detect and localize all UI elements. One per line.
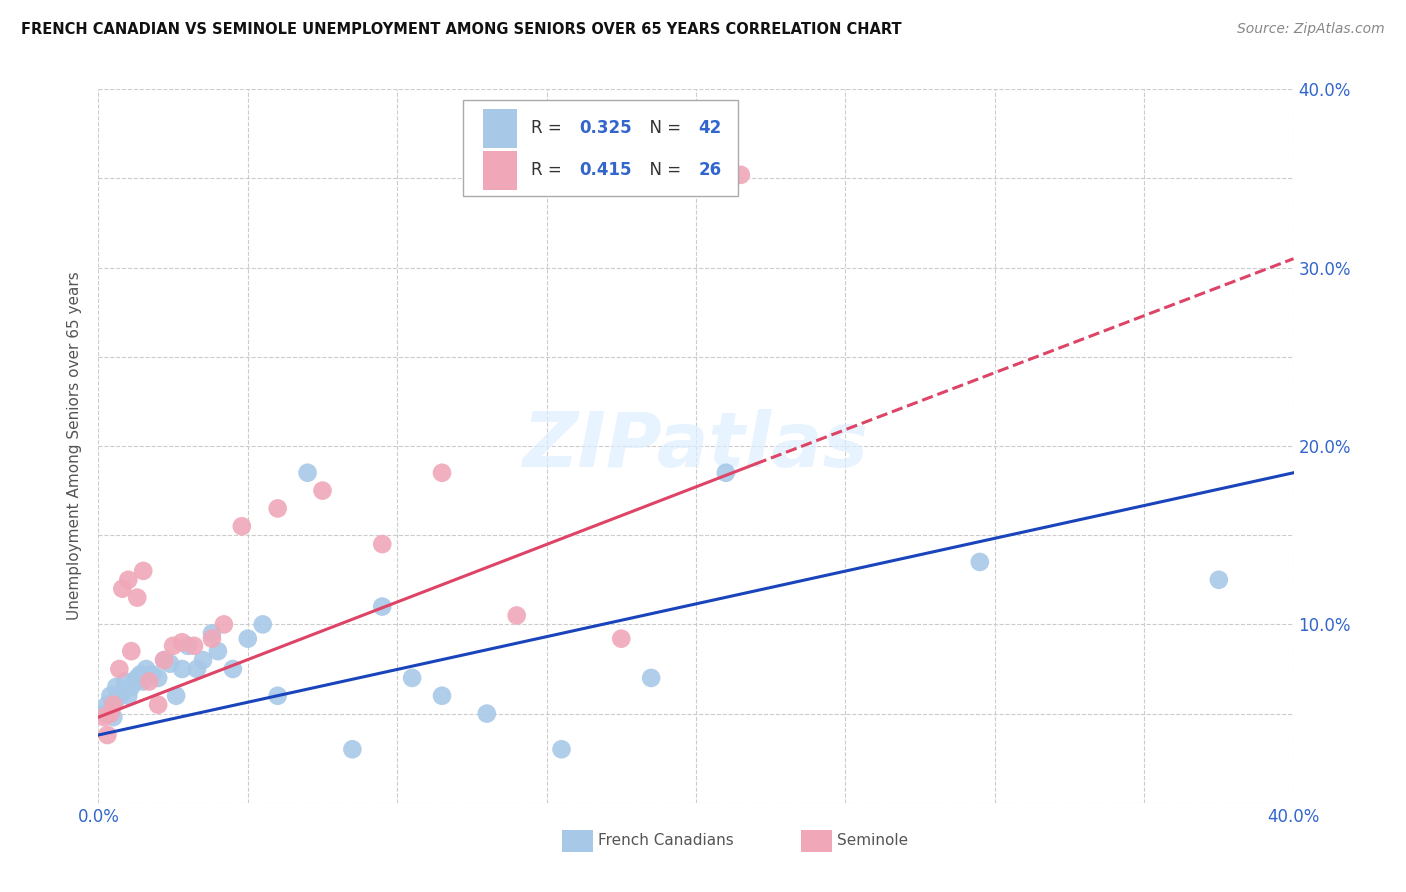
Point [120, 644, 142, 658]
Text: FRENCH CANADIAN VS SEMINOLE UNEMPLOYMENT AMONG SENIORS OVER 65 YEARS CORRELATION: FRENCH CANADIAN VS SEMINOLE UNEMPLOYMENT… [21, 22, 901, 37]
Point [96, 698, 118, 712]
Point [311, 483, 333, 498]
Point [401, 671, 423, 685]
Text: ZIPatlas: ZIPatlas [523, 409, 869, 483]
Point [114, 674, 136, 689]
Point [172, 662, 194, 676]
Point [105, 680, 128, 694]
Y-axis label: Unemployment Among Seniors over 65 years: Unemployment Among Seniors over 65 years [67, 272, 83, 620]
Point [93, 706, 115, 721]
FancyBboxPatch shape [484, 151, 517, 190]
Point [108, 662, 131, 676]
Text: 0.325: 0.325 [579, 120, 631, 137]
Point [191, 653, 214, 667]
Text: Seminole: Seminole [837, 833, 908, 847]
Point [430, 689, 453, 703]
Point [93, 710, 115, 724]
Text: R =: R = [531, 161, 567, 179]
Point [297, 466, 319, 480]
Point [201, 626, 224, 640]
Point [103, 710, 125, 724]
Text: 26: 26 [699, 161, 721, 179]
Point [506, 608, 529, 623]
Point [430, 466, 453, 480]
Point [730, 168, 752, 182]
Point [148, 671, 170, 685]
Point [100, 689, 122, 703]
Point [153, 653, 176, 667]
Point [969, 555, 991, 569]
Point [153, 653, 176, 667]
Text: 42: 42 [699, 120, 721, 137]
Point [138, 674, 160, 689]
Point [100, 706, 122, 721]
Point [148, 698, 170, 712]
Point [610, 632, 633, 646]
Text: French Canadians: French Canadians [598, 833, 734, 847]
Point [183, 639, 205, 653]
Point [117, 573, 139, 587]
Point [267, 689, 290, 703]
Point [162, 639, 184, 653]
Point [108, 689, 131, 703]
Point [371, 599, 394, 614]
Text: R =: R = [531, 120, 567, 137]
Text: N =: N = [638, 161, 686, 179]
Point [550, 742, 572, 756]
Point [342, 742, 364, 756]
Point [111, 582, 134, 596]
Point [231, 519, 253, 533]
Point [475, 706, 498, 721]
Point [236, 632, 259, 646]
Point [165, 689, 187, 703]
Text: 0.415: 0.415 [579, 161, 631, 179]
Point [159, 657, 181, 671]
Point [103, 698, 125, 712]
FancyBboxPatch shape [484, 109, 517, 148]
Point [127, 591, 149, 605]
Point [141, 667, 163, 681]
Point [135, 662, 157, 676]
Point [172, 635, 194, 649]
Point [201, 632, 224, 646]
Point [105, 692, 128, 706]
Point [212, 617, 235, 632]
Point [222, 662, 245, 676]
Text: N =: N = [638, 120, 686, 137]
Point [252, 617, 274, 632]
Point [1208, 573, 1230, 587]
Text: Source: ZipAtlas.com: Source: ZipAtlas.com [1237, 22, 1385, 37]
Point [177, 639, 200, 653]
FancyBboxPatch shape [463, 100, 738, 196]
Point [132, 564, 155, 578]
Point [111, 685, 134, 699]
Point [186, 662, 208, 676]
Point [96, 728, 118, 742]
Point [267, 501, 290, 516]
Point [371, 537, 394, 551]
Point [714, 466, 737, 480]
Point [207, 644, 229, 658]
Point [127, 671, 149, 685]
Point [120, 680, 142, 694]
Point [124, 674, 146, 689]
Point [129, 667, 152, 681]
Point [640, 671, 662, 685]
Point [132, 674, 155, 689]
Point [117, 689, 139, 703]
